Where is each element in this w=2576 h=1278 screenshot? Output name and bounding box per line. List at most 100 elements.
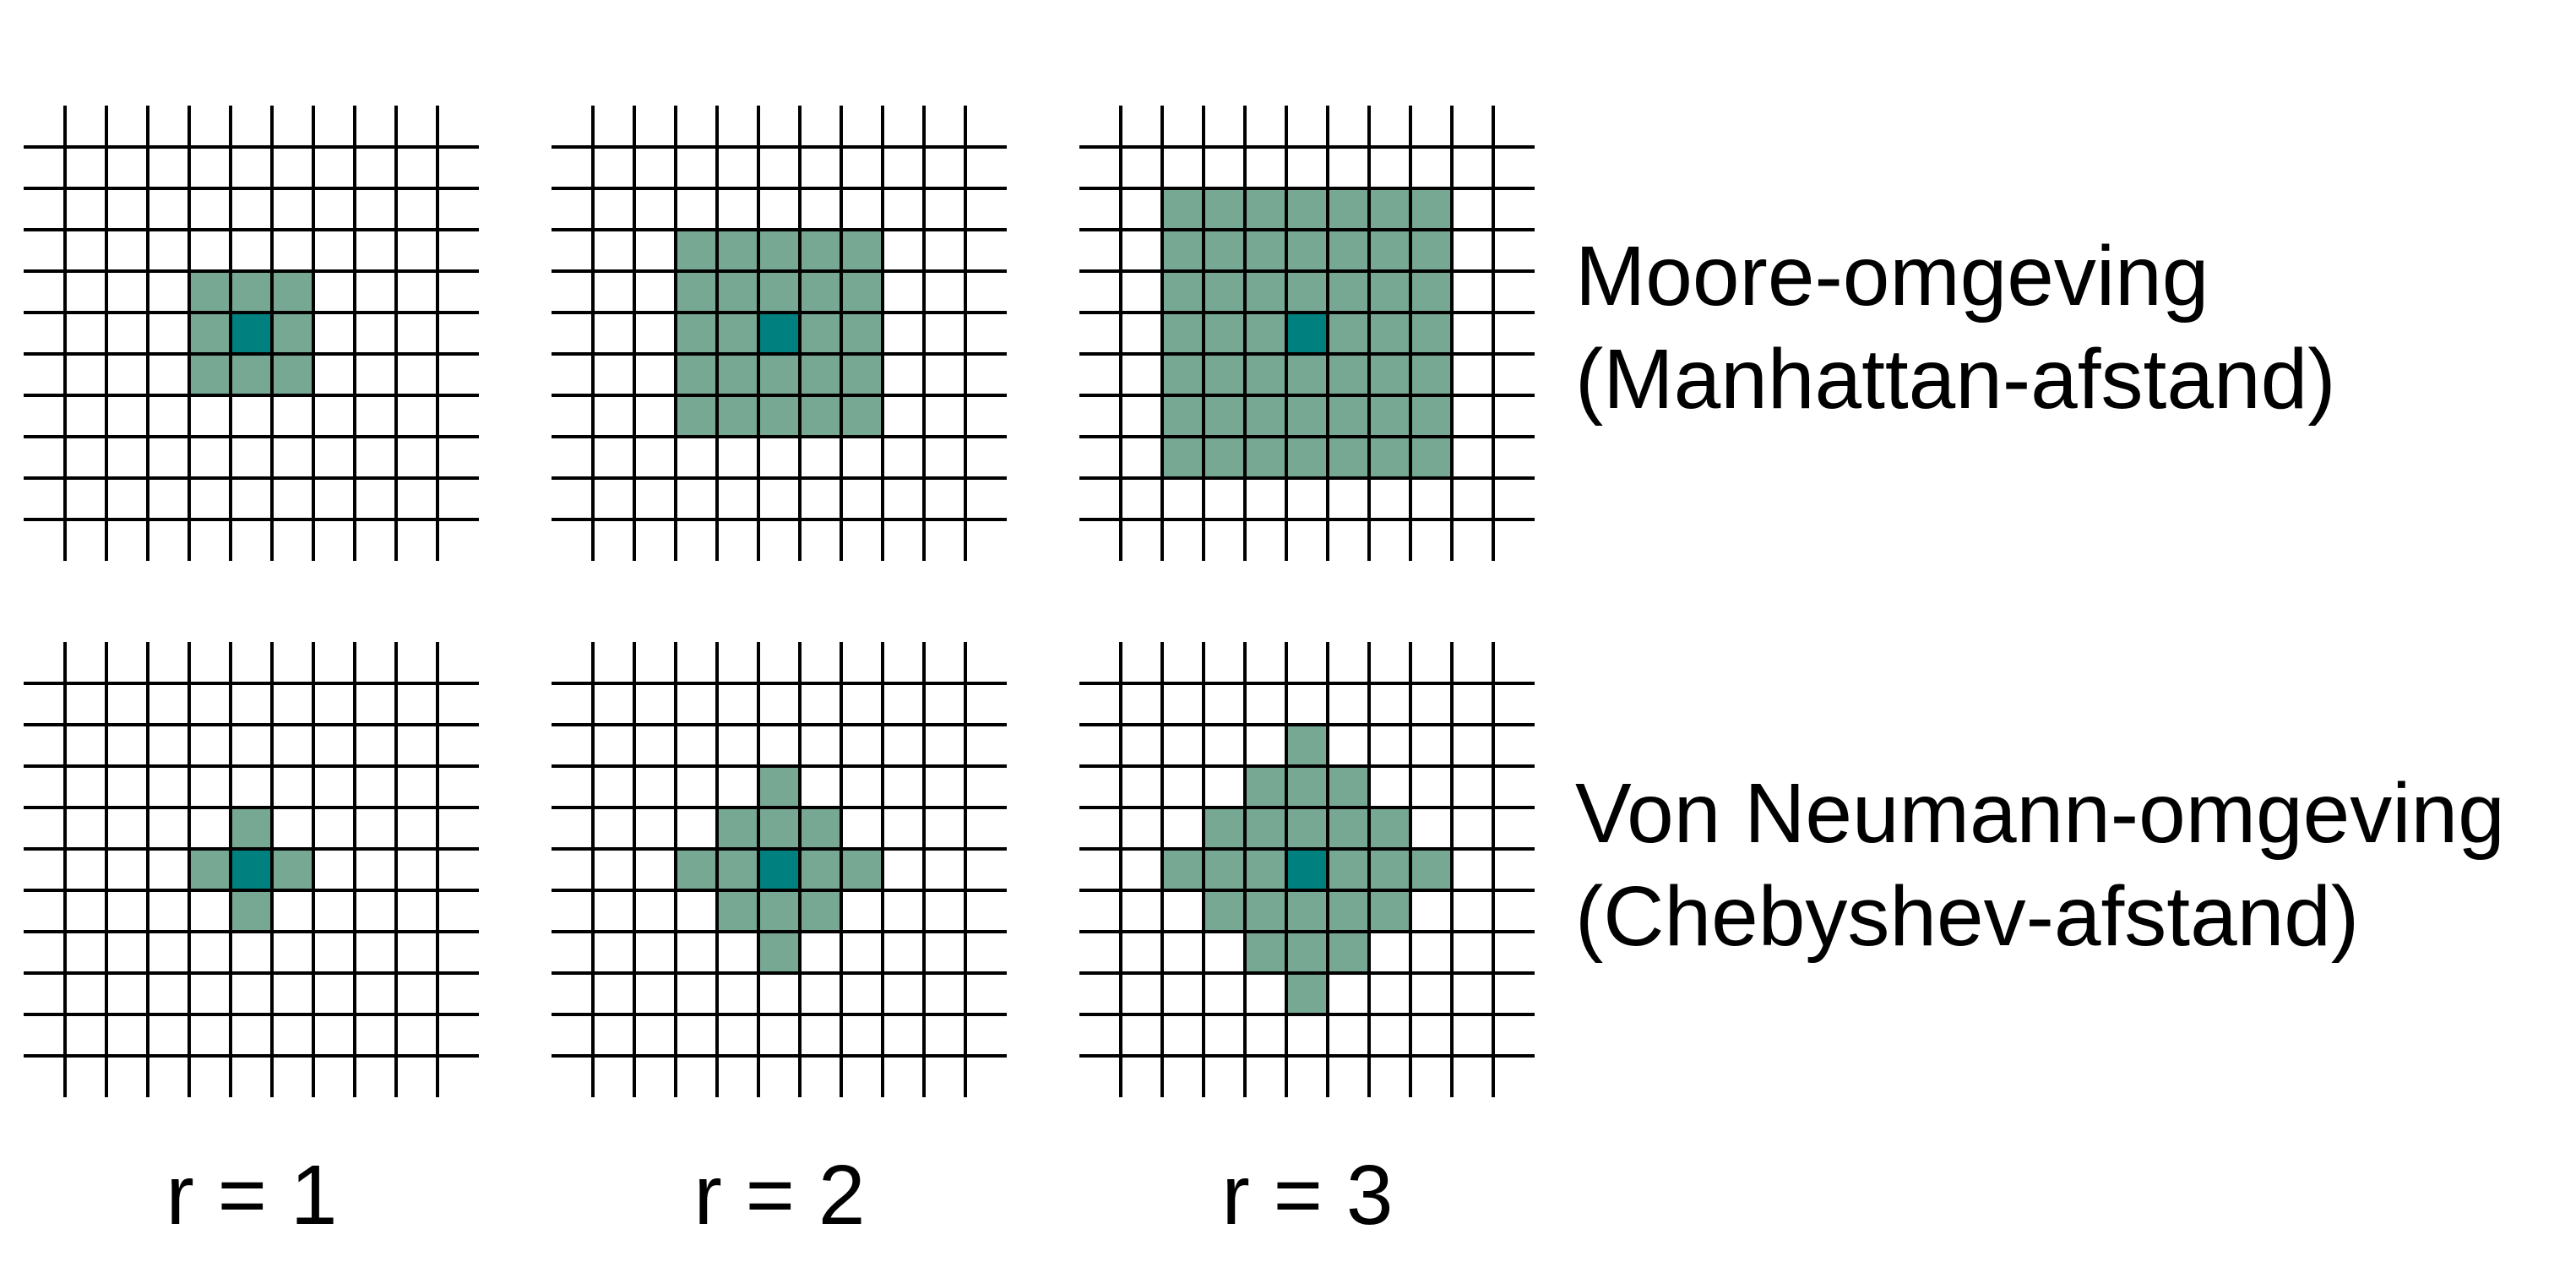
moore-label: Moore-omgeving (Manhattan-afstand) <box>1575 225 2336 431</box>
moore-label-line2: (Manhattan-afstand) <box>1575 332 2336 427</box>
neighbor-cell <box>1286 188 1328 230</box>
neighbor-cell <box>1369 188 1410 230</box>
neighbor-cell <box>758 271 800 313</box>
neighbor-cell <box>1369 437 1410 478</box>
neighbor-cell <box>1204 849 1245 890</box>
grid-von-neumann-r1 <box>24 642 479 1097</box>
neighbor-cell <box>1410 354 1452 395</box>
neighbor-cell <box>1245 849 1286 890</box>
grid-moore-r2 <box>552 106 1007 561</box>
neighbor-cell <box>1245 395 1286 437</box>
grid-panels <box>24 106 1535 1097</box>
neighbor-cell <box>758 932 800 973</box>
neighbor-cell <box>1286 395 1328 437</box>
neighbor-cell <box>1245 932 1286 973</box>
neighbor-cell <box>1410 395 1452 437</box>
neighbor-cell <box>1245 766 1286 808</box>
neighbor-cell <box>758 395 800 437</box>
neighbor-cell <box>1369 354 1410 395</box>
neighbor-cell <box>1245 808 1286 849</box>
neighbor-cell <box>1204 271 1245 313</box>
neighbor-cell <box>1286 932 1328 973</box>
center-cell <box>758 849 800 890</box>
neighbor-cell <box>1245 313 1286 354</box>
neighbor-cell <box>1162 354 1204 395</box>
neighbor-cell <box>717 313 758 354</box>
neighbor-cell <box>717 354 758 395</box>
neighbor-cell <box>189 313 231 354</box>
neighbor-cell <box>1286 354 1328 395</box>
neighbor-cell <box>1369 313 1410 354</box>
grid-von-neumann-r3 <box>1079 642 1535 1097</box>
neighbor-cell <box>1204 890 1245 932</box>
neighbor-cell <box>1410 230 1452 271</box>
neighbor-cell <box>1245 271 1286 313</box>
neighbor-cell <box>1204 808 1245 849</box>
neighbor-cell <box>1369 395 1410 437</box>
center-cell <box>758 313 800 354</box>
neighbor-cell <box>1286 808 1328 849</box>
von-neumann-label-line2: (Chebyshev-afstand) <box>1575 869 2360 964</box>
neighbor-cell <box>1328 890 1369 932</box>
neighbor-cell <box>189 849 231 890</box>
neighbor-cell <box>1162 395 1204 437</box>
neighbor-cell <box>272 354 313 395</box>
neighbor-cell <box>717 890 758 932</box>
neighbor-cell <box>1204 354 1245 395</box>
center-cell <box>231 849 272 890</box>
radius-label-r2: r = 2 <box>693 1148 866 1243</box>
neighbor-cell <box>1204 395 1245 437</box>
neighbor-cell <box>758 230 800 271</box>
neighbor-cell <box>800 890 841 932</box>
neighbor-cell <box>676 230 717 271</box>
neighbor-cell <box>1162 271 1204 313</box>
neighbor-cell <box>272 849 313 890</box>
neighbor-cell <box>717 230 758 271</box>
neighbor-cell <box>1328 354 1369 395</box>
neighbor-cell <box>800 808 841 849</box>
neighbor-cell <box>841 849 883 890</box>
center-cell <box>1286 313 1328 354</box>
grid-moore-r1 <box>24 106 479 561</box>
neighbor-cell <box>1369 849 1410 890</box>
neighbor-cell <box>676 849 717 890</box>
neighbor-cell <box>1410 313 1452 354</box>
neighbor-cell <box>676 395 717 437</box>
neighbor-cell <box>189 354 231 395</box>
neighbor-cell <box>1328 188 1369 230</box>
radius-label-r1: r = 1 <box>166 1148 338 1243</box>
neighbor-cell <box>231 890 272 932</box>
neighbor-cell <box>676 271 717 313</box>
neighbor-cell <box>1286 271 1328 313</box>
neighbor-cell <box>1204 230 1245 271</box>
neighbor-cell <box>800 230 841 271</box>
neighbor-cell <box>1162 313 1204 354</box>
radius-label-r3: r = 3 <box>1221 1148 1394 1243</box>
neighbor-cell <box>1410 271 1452 313</box>
neighbor-cell <box>1328 849 1369 890</box>
neighbor-cell <box>1245 188 1286 230</box>
neighbor-cell <box>800 271 841 313</box>
neighbor-cell <box>1162 849 1204 890</box>
neighbor-cell <box>717 271 758 313</box>
neighbor-cell <box>1328 313 1369 354</box>
neighbor-cell <box>1162 188 1204 230</box>
neighbor-cell <box>717 808 758 849</box>
neighbor-cell <box>1245 437 1286 478</box>
neighbor-cell <box>1204 188 1245 230</box>
neighbor-cell <box>1162 230 1204 271</box>
center-cell <box>231 313 272 354</box>
neighbor-cell <box>1328 230 1369 271</box>
neighbor-cell <box>1286 890 1328 932</box>
neighbor-cell <box>1328 271 1369 313</box>
neighbor-cell <box>1245 230 1286 271</box>
center-cell <box>1286 849 1328 890</box>
neighbor-cell <box>1245 890 1286 932</box>
neighbor-cell <box>841 354 883 395</box>
neighbor-cell <box>1410 188 1452 230</box>
neighbor-cell <box>676 354 717 395</box>
neighbor-cell <box>800 313 841 354</box>
neighbor-cell <box>1328 395 1369 437</box>
neighbor-cell <box>717 849 758 890</box>
neighbor-cell <box>758 766 800 808</box>
